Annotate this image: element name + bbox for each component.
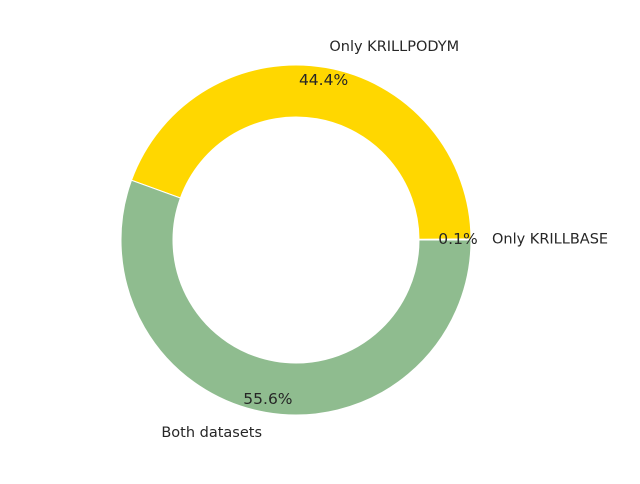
slices-layer (120, 64, 472, 416)
category-label-only-krillbase: Only KRILLBASE (492, 231, 608, 247)
slice-both-datasets (120, 179, 472, 416)
category-label-both-datasets: Both datasets (161, 425, 262, 441)
pct-label-both-datasets: 55.6% (243, 390, 292, 408)
slice-only-krillpodym (130, 64, 472, 240)
pct-label-only-krillbase: 0.1% (438, 230, 477, 248)
category-label-only-krillpodym: Only KRILLPODYM (329, 39, 459, 55)
labels-layer: 0.1% Only KRILLBASE 44.4% Only KRILLPODYM 55… (161, 39, 608, 441)
pct-label-only-krillpodym: 44.4% (299, 71, 348, 89)
